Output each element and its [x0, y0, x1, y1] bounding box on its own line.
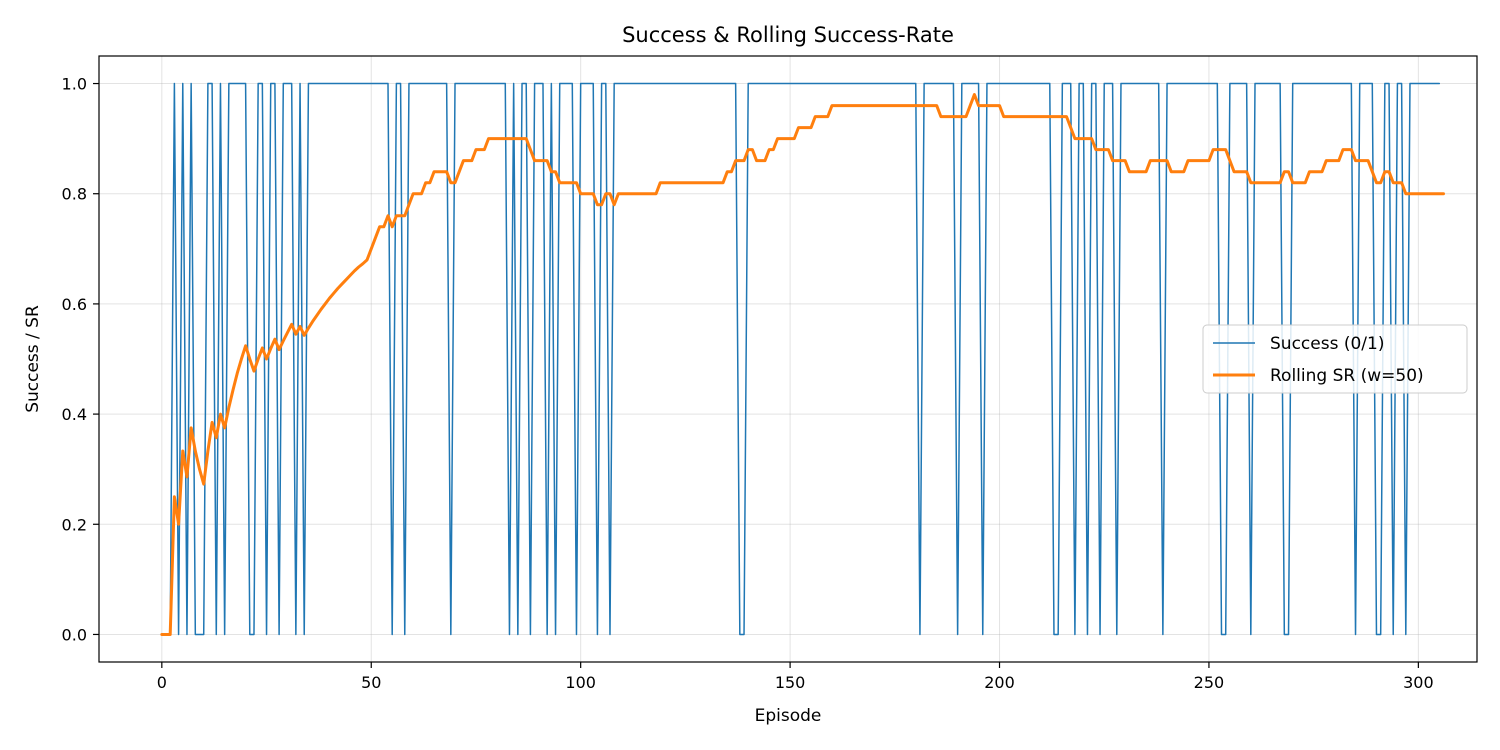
x-tick-label: 300	[1403, 673, 1434, 692]
legend-entry-rolling-sr: Rolling SR (w=50)	[1270, 366, 1424, 386]
x-axis-label: Episode	[755, 706, 822, 726]
axis-ticks: 0 50 100 150 200 250 300 0.0 0.2 0.4 0.6 0.8 1.0	[62, 75, 1434, 692]
legend-entry-success: Success (0/1)	[1270, 334, 1384, 354]
y-tick-label: 0.8	[62, 185, 87, 204]
y-tick-label: 0.6	[62, 295, 87, 314]
legend: Success (0/1) Rolling SR (w=50)	[1202, 324, 1468, 394]
legend-box	[1202, 324, 1468, 394]
y-tick-label: 0.2	[62, 515, 87, 534]
x-tick-label: 250	[1194, 673, 1225, 692]
plot-frame	[98, 55, 1478, 663]
y-axis-label: Success / SR	[23, 305, 43, 413]
x-tick-label: 200	[984, 673, 1015, 692]
series-line-rolling-sr	[160, 93, 1445, 636]
x-tick-label: 150	[775, 673, 806, 692]
chart-title: Success & Rolling Success-Rate	[622, 23, 954, 47]
series-layer	[160, 82, 1445, 636]
y-tick-label: 1.0	[62, 75, 87, 94]
x-tick-label: 100	[565, 673, 596, 692]
series-line-success	[161, 82, 1441, 636]
y-tick-label: 0.4	[62, 405, 87, 424]
y-tick-label: 0.0	[62, 625, 87, 644]
x-tick-label: 0	[157, 673, 167, 692]
x-tick-label: 50	[361, 673, 381, 692]
